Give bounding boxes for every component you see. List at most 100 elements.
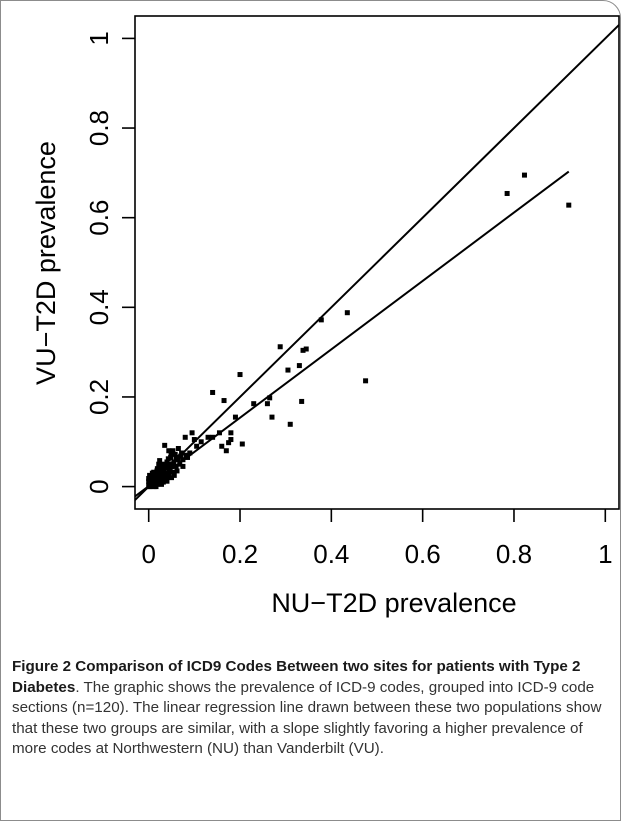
data-point bbox=[179, 450, 185, 456]
plot-area-border bbox=[134, 15, 620, 510]
data-point bbox=[344, 310, 350, 316]
data-point bbox=[170, 448, 176, 454]
data-point bbox=[300, 347, 306, 353]
data-point bbox=[169, 475, 175, 481]
data-point bbox=[269, 414, 275, 420]
y-tick-label: 0.2 bbox=[84, 379, 114, 415]
data-point bbox=[169, 469, 175, 475]
data-point bbox=[232, 414, 238, 420]
x-tick-label: 1 bbox=[598, 539, 612, 569]
data-point bbox=[228, 430, 234, 436]
reference-lines bbox=[134, 24, 620, 501]
data-point bbox=[156, 461, 162, 467]
x-tick-label: 0.2 bbox=[222, 539, 258, 569]
data-point bbox=[182, 434, 188, 440]
caption-body: . The graphic shows the prevalence of IC… bbox=[12, 678, 602, 758]
data-point bbox=[267, 395, 273, 401]
data-point bbox=[219, 443, 225, 449]
x-axis: 0 0.2 0.4 0.6 0.8 1 bbox=[141, 509, 613, 569]
data-point bbox=[166, 474, 172, 480]
data-point bbox=[162, 463, 168, 469]
data-point bbox=[205, 434, 211, 440]
data-point bbox=[175, 445, 181, 451]
data-point bbox=[171, 459, 177, 465]
data-point bbox=[223, 448, 229, 454]
data-point bbox=[521, 172, 527, 178]
data-point bbox=[299, 398, 305, 404]
data-point bbox=[180, 457, 186, 463]
data-point bbox=[158, 481, 164, 487]
data-point bbox=[210, 434, 216, 440]
data-point bbox=[210, 389, 216, 395]
data-point bbox=[146, 478, 152, 484]
data-point bbox=[159, 476, 165, 482]
data-point bbox=[158, 466, 164, 472]
data-point bbox=[318, 317, 324, 323]
x-tick-label: 0.6 bbox=[405, 539, 441, 569]
data-point bbox=[171, 472, 177, 478]
x-tick-label: 0 bbox=[141, 539, 155, 569]
data-point bbox=[159, 461, 165, 467]
data-point bbox=[166, 466, 172, 472]
caption-title: Figure 2 Comparison of ICD9 Codes Betwee… bbox=[12, 658, 581, 696]
data-point bbox=[154, 466, 160, 472]
data-point bbox=[191, 437, 197, 443]
data-point bbox=[287, 421, 293, 427]
y-tick-label: 0.6 bbox=[84, 200, 114, 236]
data-point bbox=[251, 401, 257, 407]
data-point bbox=[163, 470, 169, 476]
data-point bbox=[146, 482, 152, 488]
data-point bbox=[504, 190, 510, 196]
y-tick-label: 0 bbox=[84, 479, 114, 493]
data-point bbox=[228, 437, 234, 443]
x-tick-label: 0.4 bbox=[313, 539, 349, 569]
data-point bbox=[153, 484, 159, 490]
data-point bbox=[164, 459, 170, 465]
data-point bbox=[165, 456, 171, 462]
data-point bbox=[146, 476, 152, 482]
x-tick-label: 0.8 bbox=[496, 539, 532, 569]
data-point bbox=[296, 363, 302, 369]
data-point bbox=[221, 398, 227, 404]
data-point bbox=[264, 401, 270, 407]
data-point bbox=[194, 443, 200, 449]
identity-line bbox=[134, 24, 620, 501]
data-point bbox=[363, 378, 369, 384]
y-tick-label: 1 bbox=[84, 31, 114, 45]
data-point bbox=[237, 372, 243, 378]
data-point bbox=[187, 450, 193, 456]
data-point bbox=[149, 470, 155, 476]
data-point bbox=[162, 442, 168, 448]
data-point bbox=[167, 461, 173, 467]
y-tick-label: 0.8 bbox=[84, 110, 114, 146]
data-point bbox=[175, 457, 181, 463]
data-point bbox=[285, 367, 291, 373]
scatter-chart: 0 0.2 0.4 0.6 0.8 1 0 0.2 0.4 0.6 0.8 1 NU−T2D pre… bbox=[31, 15, 620, 618]
data-point bbox=[147, 472, 153, 478]
data-point bbox=[277, 344, 283, 350]
data-point bbox=[226, 440, 232, 446]
y-axis-label: VU−T2D prevalence bbox=[31, 141, 61, 385]
data-point bbox=[172, 451, 178, 457]
data-point bbox=[216, 430, 222, 436]
data-point bbox=[189, 430, 195, 436]
data-point bbox=[177, 461, 183, 467]
data-points bbox=[146, 172, 572, 490]
data-point bbox=[166, 448, 172, 454]
data-point bbox=[178, 453, 184, 459]
data-point bbox=[566, 202, 572, 208]
regression-line bbox=[134, 170, 570, 498]
y-axis: 0 0.2 0.4 0.6 0.8 1 bbox=[84, 31, 135, 494]
data-point bbox=[173, 463, 179, 469]
data-point bbox=[198, 439, 204, 445]
data-point bbox=[180, 463, 186, 469]
data-point bbox=[183, 452, 189, 458]
y-tick-label: 0.4 bbox=[84, 289, 114, 325]
data-point bbox=[168, 451, 174, 457]
x-axis-label: NU−T2D prevalence bbox=[271, 588, 516, 618]
data-point bbox=[164, 478, 170, 484]
figure-caption: Figure 2 Comparison of ICD9 Codes Betwee… bbox=[12, 657, 608, 760]
data-point bbox=[239, 441, 245, 447]
data-point bbox=[174, 468, 180, 474]
